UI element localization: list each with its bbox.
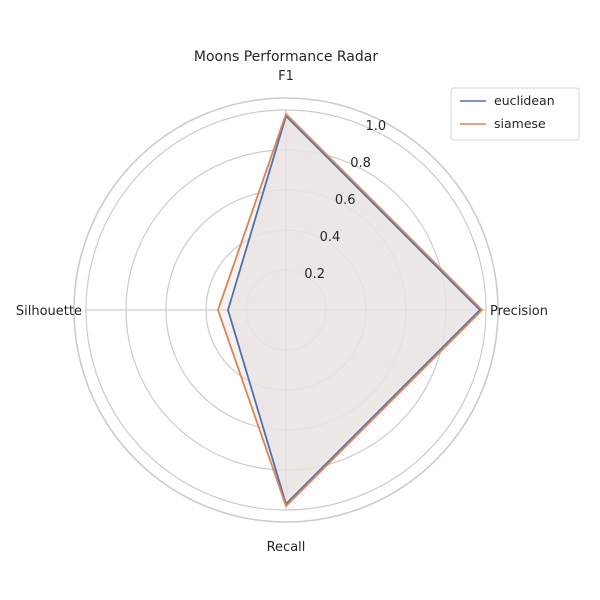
radial-tick-label: 1.0 bbox=[366, 119, 387, 134]
radial-ticks: 0.2 0.4 0.6 0.8 1.0 bbox=[304, 119, 386, 282]
legend-label-euclidean: euclidean bbox=[494, 93, 555, 108]
axis-label-silhouette: Silhouette bbox=[16, 304, 82, 319]
radial-tick-label: 0.6 bbox=[335, 193, 356, 208]
series-line-siamese bbox=[217, 112, 484, 508]
series-fill-siamese bbox=[218, 114, 482, 506]
chart-title: Moons Performance Radar bbox=[194, 49, 378, 65]
legend: euclidean siamese bbox=[450, 87, 580, 141]
axis-labels: F1 Precision Recall Silhouette bbox=[16, 69, 548, 555]
axis-label-f1: F1 bbox=[278, 69, 294, 84]
series-fill-euclidean bbox=[228, 116, 480, 504]
series-fill bbox=[218, 114, 482, 506]
series-lines bbox=[217, 112, 484, 508]
radial-tick-label: 0.8 bbox=[350, 156, 371, 171]
legend-label-siamese: siamese bbox=[494, 116, 546, 131]
radial-tick-label: 0.2 bbox=[304, 267, 325, 282]
outer-ring bbox=[73, 97, 499, 523]
axis-label-recall: Recall bbox=[267, 540, 306, 555]
radial-tick-label: 0.4 bbox=[320, 230, 341, 245]
axis-label-precision: Precision bbox=[490, 304, 548, 319]
